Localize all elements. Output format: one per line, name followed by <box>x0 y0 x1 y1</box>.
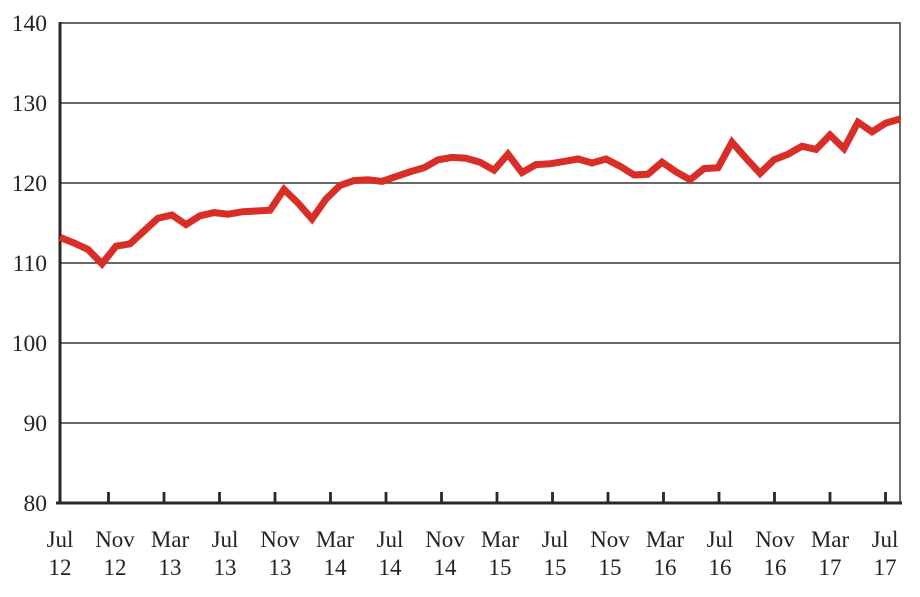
x-tick-label-month: Mar <box>481 527 520 552</box>
x-tick-label-year: 16 <box>709 555 732 580</box>
x-tick-label-month: Jul <box>872 527 899 552</box>
x-tick-label-month: Jul <box>212 527 239 552</box>
y-tick-labels: 140 130 120 110 100 90 80 <box>12 11 47 517</box>
gridlines <box>60 102 900 424</box>
x-tick-label-month: Nov <box>260 527 300 552</box>
x-tick-label-year: 12 <box>49 555 72 580</box>
data-line <box>58 115 901 270</box>
y-tick-label: 100 <box>12 331 47 357</box>
y-tick-label: 80 <box>24 491 48 517</box>
x-tick-labels: Jul 12 Nov 12 Mar 13 Jul 13 Nov 13 Mar 14 Jul 14 Nov 14… <box>47 527 899 580</box>
x-tick-label-month: Mar <box>316 527 355 552</box>
x-tick-label-month: Nov <box>590 527 630 552</box>
x-tick-label-year: 16 <box>764 555 787 580</box>
x-tick-label-month: Jul <box>377 527 404 552</box>
x-tick-label-year: 13 <box>214 555 237 580</box>
x-tick-label-month: Mar <box>151 527 190 552</box>
x-tick-label-year: 15 <box>544 555 567 580</box>
x-tick-label-year: 15 <box>599 555 622 580</box>
x-tick-label-year: 17 <box>874 555 897 580</box>
x-tick-label-month: Nov <box>755 527 795 552</box>
y-tick-label: 140 <box>12 11 47 37</box>
y-tick-label: 90 <box>24 411 48 437</box>
x-tick-label-year: 14 <box>379 555 403 580</box>
x-tick-label-year: 13 <box>269 555 292 580</box>
x-tick-label-month: Mar <box>646 527 685 552</box>
x-tick-label-year: 13 <box>159 555 182 580</box>
x-tick-label-year: 14 <box>434 555 458 580</box>
x-tick-label-month: Mar <box>811 527 850 552</box>
y-tick-label: 130 <box>12 91 47 117</box>
x-tick-label-month: Nov <box>95 527 135 552</box>
x-tick-label-year: 14 <box>324 555 348 580</box>
x-tick-label-month: Nov <box>425 527 465 552</box>
y-tick-label: 110 <box>13 251 47 277</box>
x-tick-label-year: 17 <box>819 555 842 580</box>
x-tick-label-year: 15 <box>489 555 512 580</box>
x-tick-label-month: Jul <box>542 527 569 552</box>
x-tick-label-month: Jul <box>47 527 74 552</box>
y-tick-label: 120 <box>12 171 47 197</box>
x-ticks <box>107 492 887 503</box>
x-tick-label-year: 16 <box>654 555 677 580</box>
axes <box>56 22 902 505</box>
x-tick-label-year: 12 <box>104 555 127 580</box>
x-tick-label-month: Jul <box>707 527 734 552</box>
